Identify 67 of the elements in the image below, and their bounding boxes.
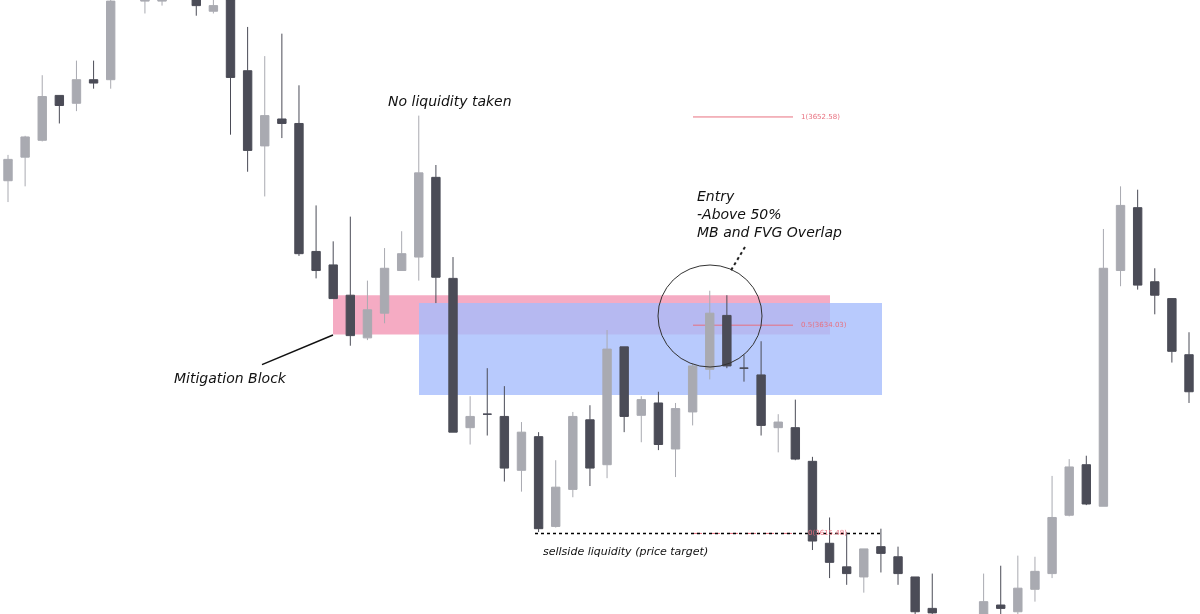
candlestick [1030, 556, 1040, 603]
candlestick [1013, 555, 1023, 614]
candlestick [585, 404, 595, 487]
candlestick [533, 431, 544, 533]
candlestick [277, 33, 287, 139]
candlestick [876, 528, 886, 573]
candlestick [20, 135, 30, 187]
candlestick [54, 94, 65, 124]
candlestick [208, 0, 219, 14]
candlestick [499, 385, 510, 483]
candlestick [722, 294, 732, 369]
candlestick [242, 26, 253, 173]
candlestick [978, 573, 989, 614]
candlestick [1132, 189, 1143, 291]
candlestick [1064, 458, 1074, 517]
candlestick [568, 411, 578, 498]
candlestick [88, 60, 99, 90]
candlestick [1167, 298, 1177, 364]
candlestick [551, 459, 561, 529]
candlestick [140, 0, 150, 14]
candlestick [773, 413, 783, 453]
candlestick [431, 164, 441, 304]
candlestick [1081, 455, 1091, 506]
candlestick [3, 154, 13, 203]
annotation: Entry -Above 50% MB and FVG Overlap [697, 188, 842, 241]
candlestick [893, 546, 903, 586]
candlestick [379, 247, 390, 324]
annotation: No liquidity taken [388, 93, 512, 109]
candlestick [482, 367, 492, 437]
candlestick [790, 399, 801, 461]
candlestick [362, 280, 373, 341]
candlestick [619, 346, 629, 433]
candlestick [414, 115, 424, 282]
candlestick [996, 565, 1006, 614]
candlestick [345, 216, 356, 347]
candlestick [602, 329, 612, 479]
candlestick [294, 84, 304, 257]
candlestick [260, 55, 270, 197]
candlestick [396, 230, 407, 272]
candlestick [1184, 331, 1194, 404]
candlestick [311, 204, 321, 279]
candlestick [225, 0, 236, 136]
annotation: Mitigation Block [174, 370, 287, 386]
candlestick [157, 0, 167, 7]
candlestick [859, 548, 869, 594]
candlestick [71, 60, 82, 112]
candlestick [927, 573, 937, 614]
candlestick [328, 240, 338, 300]
candlestick [465, 395, 475, 445]
candlestick [448, 256, 458, 433]
candlestick [191, 0, 201, 17]
candlestick [1098, 228, 1109, 507]
candlestick [910, 576, 920, 614]
candlestick [670, 402, 681, 478]
candlestick [705, 290, 715, 380]
candlestick [37, 74, 47, 142]
candlestick [1047, 475, 1057, 579]
candlestick [739, 354, 749, 383]
candlestick [1115, 185, 1126, 287]
candlestick [1150, 267, 1160, 315]
candlestick [516, 421, 527, 493]
candlestick [756, 340, 766, 437]
candlestick [653, 391, 664, 451]
annotation: sellside liquidity (price target) [543, 545, 709, 558]
candlestick [687, 363, 698, 426]
candlestick [106, 0, 116, 90]
candlestick [636, 395, 646, 443]
